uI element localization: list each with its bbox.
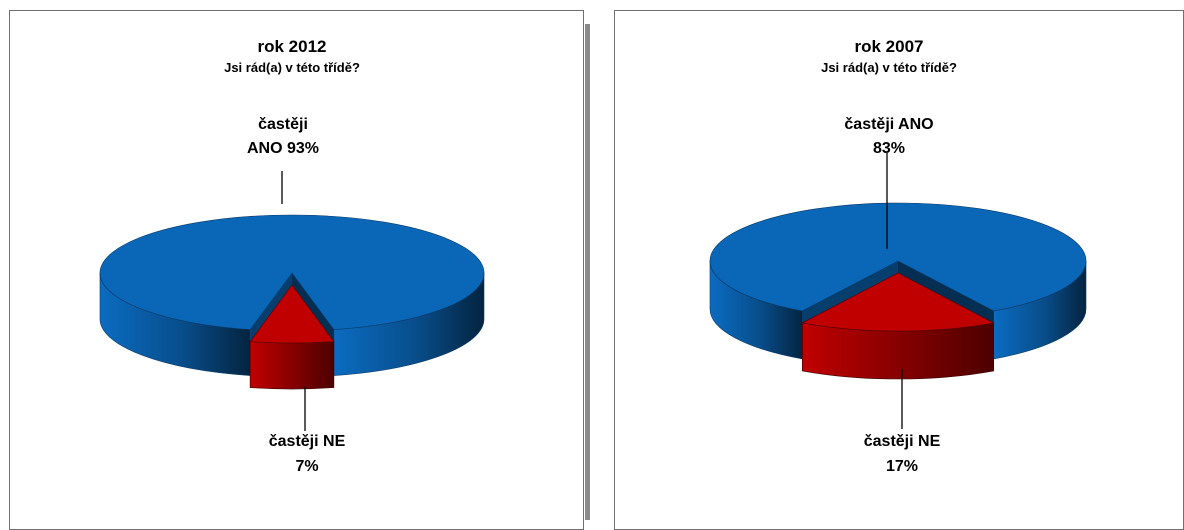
pie-slice-ano <box>709 202 1087 312</box>
label-ne-line1-2012: častěji NE <box>269 433 346 450</box>
pie-slice-ano <box>99 214 485 330</box>
label-ne-line2-2012: 7% <box>295 458 318 475</box>
label-ano-line2-2007: 83% <box>873 140 905 157</box>
chart-panel-2012: rok 2012 Jsi rád(a) v této třídě? častěj… <box>9 10 584 530</box>
pie-2007 <box>709 202 1087 380</box>
chart-subtitle-2007: Jsi rád(a) v této třídě? <box>821 60 957 75</box>
pie-side-ne <box>802 322 994 380</box>
label-ne-line1-2007: častěji NE <box>864 433 941 450</box>
pie-slice-ne <box>801 272 995 332</box>
chart-panel-2007: rok 2007 Jsi rád(a) v této třídě? častěj… <box>614 10 1184 530</box>
chart-title-2012: rok 2012 <box>258 37 327 56</box>
pie-side-ne <box>249 341 335 390</box>
chart-title-2007: rok 2007 <box>855 37 924 56</box>
label-ne-line2-2007: 17% <box>886 458 918 475</box>
pie-slice-ne <box>249 284 335 344</box>
chart-subtitle-2012: Jsi rád(a) v této třídě? <box>224 60 360 75</box>
label-ano-line2-2012: ANO 93% <box>247 140 319 157</box>
panel-divider <box>585 24 590 520</box>
label-ano-line1-2012: častěji <box>258 116 308 133</box>
pie-chart-2007: rok 2007 Jsi rád(a) v této třídě? častěj… <box>709 37 1087 475</box>
label-ano-line1-2007: častěji ANO <box>844 116 933 133</box>
pie-2012 <box>99 214 485 390</box>
pie-chart-2012: rok 2012 Jsi rád(a) v této třídě? častěj… <box>99 37 485 475</box>
